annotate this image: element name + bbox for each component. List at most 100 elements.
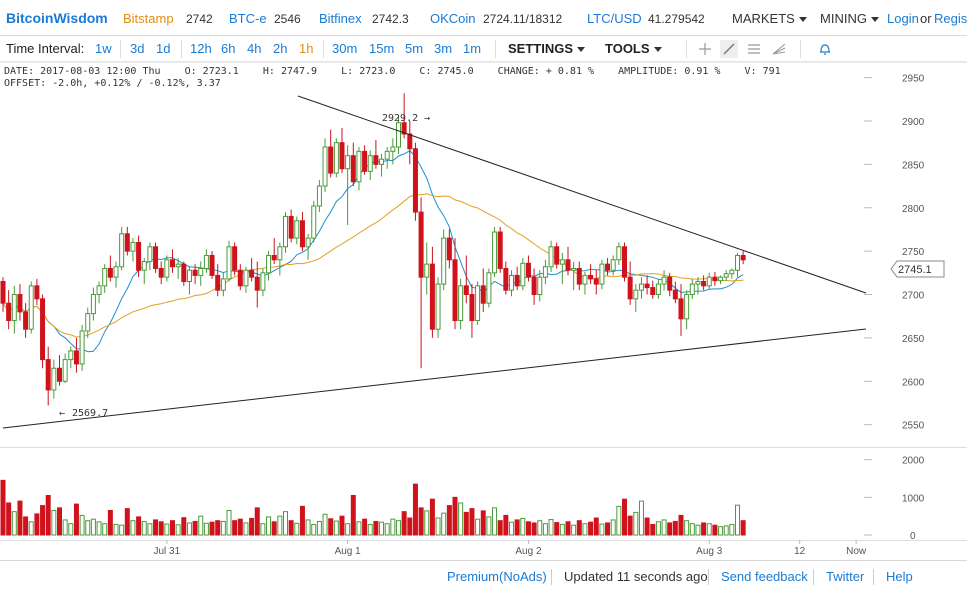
ticker-okcoin[interactable]: OKCoin: [430, 11, 476, 26]
bell-icon[interactable]: [816, 40, 834, 58]
candle: [735, 252, 740, 278]
candle: [107, 255, 113, 282]
interval-30m[interactable]: 30m: [332, 41, 358, 56]
candle-body: [96, 285, 102, 296]
candle: [198, 261, 204, 286]
premium-link[interactable]: Premium(NoAds): [447, 569, 547, 584]
help-link[interactable]: Help: [886, 569, 913, 584]
candle-body: [661, 276, 667, 285]
ticker-bitfinex[interactable]: Bitfinex: [319, 11, 362, 26]
interval-1d[interactable]: 1d: [156, 41, 171, 56]
volume-bar: [672, 520, 678, 536]
candle-body: [667, 276, 673, 291]
line-tool-icon[interactable]: [720, 40, 738, 58]
interval-6h[interactable]: 6h: [221, 41, 236, 56]
price-chart[interactable]: 2950 2900 2850 2800 2750 2700 2650 2600 2550 2000…: [0, 62, 967, 560]
horizontal-lines-icon[interactable]: [745, 40, 763, 58]
volume-bar: [520, 517, 526, 536]
volume-bar: [51, 510, 57, 536]
interval-3m[interactable]: 3m: [434, 41, 453, 56]
volume-bar: [11, 511, 17, 536]
divider: [686, 40, 687, 58]
twitter-link[interactable]: Twitter: [826, 569, 865, 584]
candle-body: [136, 241, 142, 271]
interval-1w[interactable]: 1w: [95, 41, 112, 56]
candle: [130, 238, 136, 262]
candle-body: [616, 246, 622, 261]
register-link[interactable]: Regist: [934, 11, 967, 26]
candle-body: [45, 359, 51, 391]
ticker-okcoin-value: 2724.11/18312: [483, 12, 563, 26]
volume-tick-label: 1000: [902, 493, 925, 504]
candle: [333, 138, 339, 178]
interval-12h[interactable]: 12h: [190, 41, 212, 56]
candle: [283, 212, 288, 253]
ticker-bitfinex-value: 2742.3: [372, 12, 409, 26]
x-tick-label: Aug 2: [515, 546, 542, 557]
candle-body: [362, 150, 368, 172]
y-tick-label: 2650: [902, 334, 925, 345]
candle: [249, 258, 255, 282]
divider: [873, 569, 874, 585]
lower-trend-line[interactable]: [2, 328, 867, 429]
ohlc-info-line: DATE: 2017-08-03 12:00 Thu O: 2723.1 H: …: [4, 66, 781, 77]
volume-bar: [458, 502, 464, 536]
trend-lines[interactable]: [2, 95, 867, 429]
candle: [384, 147, 390, 169]
x-axis: Jul 31 Aug 1 Aug 2 Aug 3 12 Now: [154, 540, 867, 557]
candle-body: [85, 313, 91, 332]
candle-body: [6, 302, 12, 322]
volume-bar: [0, 479, 6, 536]
candle-body: [254, 276, 260, 291]
interval-4h[interactable]: 4h: [247, 41, 262, 56]
interval-15m[interactable]: 15m: [369, 41, 395, 56]
mining-menu[interactable]: MINING: [820, 11, 879, 26]
volume-bar: [712, 524, 718, 536]
volume-bar: [350, 494, 356, 536]
candle-body: [40, 298, 46, 361]
volume-bar: [525, 521, 531, 536]
volume-bar: [220, 520, 226, 536]
candle-body: [418, 211, 424, 278]
candle-body: [345, 155, 351, 170]
ticker-bitstamp[interactable]: Bitstamp: [123, 11, 174, 26]
brand-logo[interactable]: BitcoinWisdom: [6, 10, 108, 26]
crosshair-icon[interactable]: [696, 40, 714, 58]
candle-body: [441, 237, 447, 285]
volume-bar: [373, 520, 379, 536]
interval-5m[interactable]: 5m: [405, 41, 424, 56]
markets-menu[interactable]: MARKETS: [732, 11, 807, 26]
login-link[interactable]: Login: [887, 11, 919, 26]
ticker-btce-value: 2546: [274, 12, 301, 26]
y-tick-label: 2950: [902, 74, 925, 85]
interval-3d[interactable]: 3d: [130, 41, 145, 56]
interval-1h[interactable]: 1h: [299, 41, 314, 56]
send-feedback-link[interactable]: Send feedback: [721, 569, 808, 584]
candle-body: [243, 269, 249, 287]
divider: [551, 569, 552, 585]
interval-1m[interactable]: 1m: [463, 41, 482, 56]
candle-body: [644, 283, 650, 289]
volume-bar: [655, 521, 661, 536]
candle: [271, 238, 277, 265]
candle-body: [220, 278, 226, 291]
volume-bar: [57, 507, 62, 536]
settings-menu[interactable]: SETTINGS: [508, 41, 586, 56]
offset-info-line: OFFSET: -2.0h, +0.12% / -0.12%, 3.37: [4, 78, 221, 89]
ticker-btce[interactable]: BTC-e: [229, 11, 267, 26]
candle: [260, 268, 266, 297]
candle: [322, 138, 328, 193]
candle-body: [17, 294, 23, 313]
candle-body: [475, 285, 481, 322]
ticker-ltcusd[interactable]: LTC/USD: [587, 11, 642, 26]
candle: [40, 294, 46, 369]
interval-2h[interactable]: 2h: [273, 41, 288, 56]
candle-body: [316, 185, 322, 207]
upper-trend-line[interactable]: [297, 95, 867, 294]
volume-bar: [412, 483, 418, 536]
volume-bar: [243, 522, 249, 536]
candle-body: [554, 246, 560, 265]
fan-tool-icon[interactable]: [770, 40, 788, 58]
tools-menu[interactable]: TOOLS: [605, 41, 662, 56]
candle-body: [68, 350, 74, 361]
